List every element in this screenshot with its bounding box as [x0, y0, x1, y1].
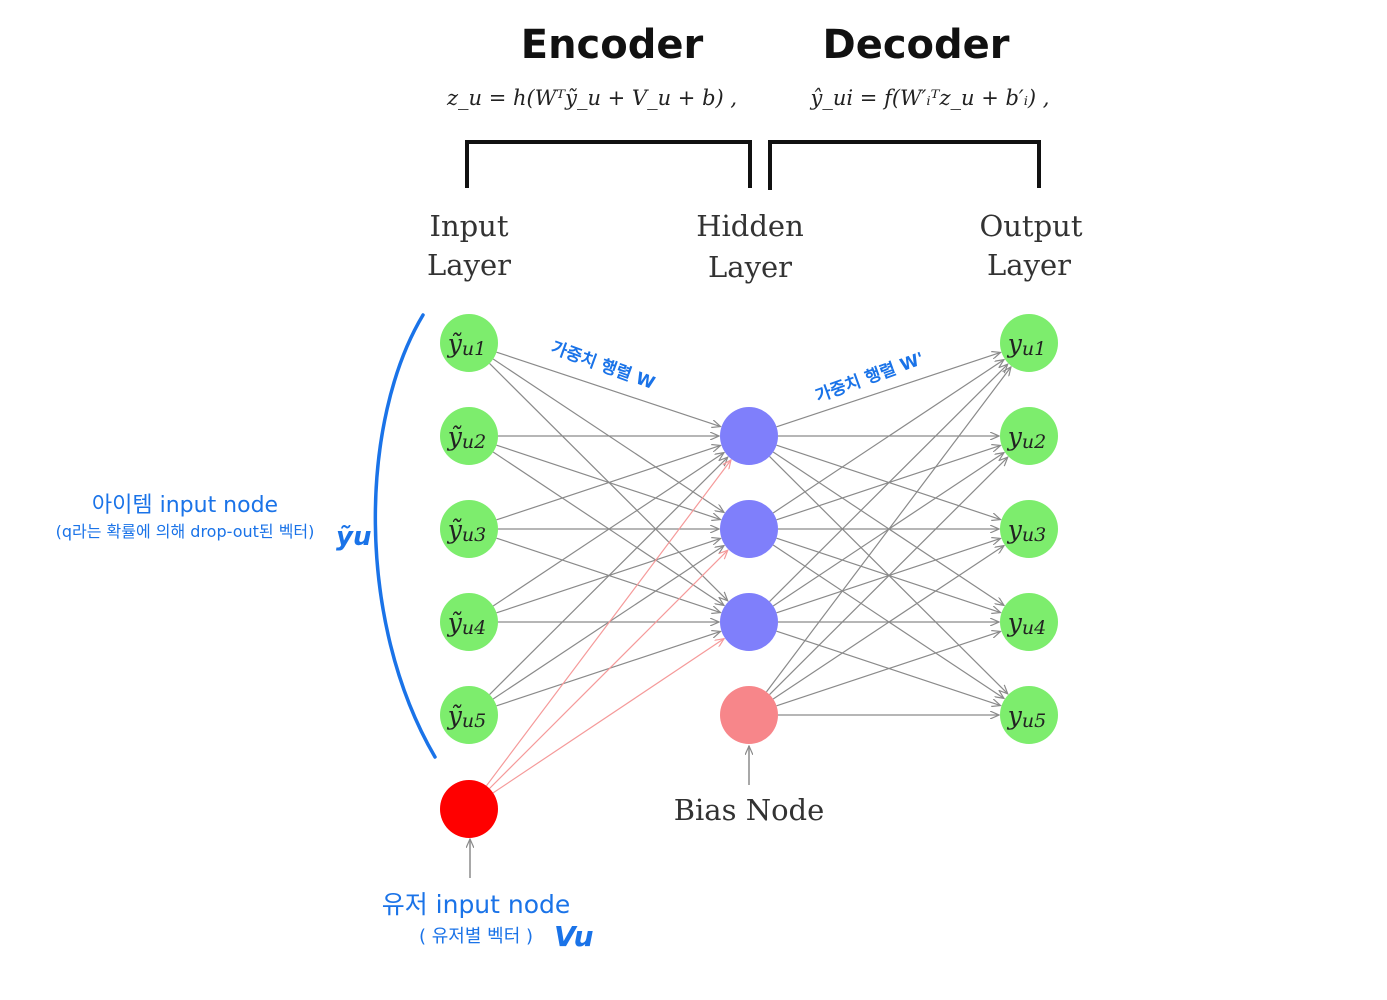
hidden-node: [720, 500, 778, 558]
output-layer-label-line2: Layer: [987, 248, 1071, 282]
hidden-node: [720, 407, 778, 465]
output-node-label: yu3: [1007, 515, 1046, 546]
output-node-label: yu4: [1007, 608, 1046, 639]
edge-hidden-output: [772, 546, 1004, 700]
input-node: [440, 314, 498, 372]
item-input-symbol: ỹu: [336, 522, 371, 552]
user-input-subtitle: ( 유저별 벡터 ): [419, 926, 533, 947]
item-input-title: 아이템 input node: [92, 493, 278, 518]
decoder-formula: ŷ_ui = f(W′ᵢᵀz_u + b′ᵢ) ,: [810, 86, 1050, 110]
user-input-node: [440, 780, 498, 838]
input-node-label: ỹu2: [447, 422, 486, 453]
input-node: [440, 686, 498, 744]
input-layer-label: Input Layer: [427, 209, 511, 282]
item-input-subtitle: (q라는 확률에 의해 drop-out된 벡터): [56, 522, 315, 541]
network-nodes: ỹu1 ỹu2 ỹu3 ỹu4 ỹu5 yu1 yu2 yu3 yu4 yu5: [440, 314, 1058, 838]
hidden-layer-label-line1: Hidden: [696, 209, 804, 243]
edge-hidden-output: [776, 352, 1001, 428]
output-layer-label-line1: Output: [979, 209, 1082, 243]
edge-input-hidden: [496, 445, 721, 521]
output-node: [1000, 593, 1058, 651]
output-node: [1000, 500, 1058, 558]
weight-w-label: 가중치 행렬 W: [548, 337, 658, 394]
decoder-title: Decoder: [822, 22, 1009, 68]
network-edges: [485, 351, 1011, 794]
bias-node-label: Bias Node: [674, 793, 825, 827]
input-node: [440, 500, 498, 558]
input-node-label: ỹu3: [447, 515, 486, 546]
output-node-label: yu1: [1007, 329, 1046, 360]
output-node-label: yu2: [1007, 422, 1046, 453]
edge-input-hidden: [492, 453, 724, 607]
output-node: [1000, 314, 1058, 372]
encoder-formula: z_u = h(Wᵀỹ_u + V_u + b) ,: [446, 86, 737, 110]
hidden-layer-label-line2: Layer: [708, 250, 792, 284]
input-node: [440, 407, 498, 465]
encoder-title: Encoder: [521, 22, 704, 68]
hidden-layer-label: Hidden Layer: [696, 209, 804, 284]
output-layer-label: Output Layer: [979, 209, 1082, 282]
hidden-node: [720, 593, 778, 651]
bias-node: [720, 686, 778, 744]
user-input-symbol: Vu: [554, 920, 594, 953]
output-node: [1000, 686, 1058, 744]
item-input-brace: [373, 313, 437, 759]
edge-user-hidden: [492, 639, 724, 794]
decoder-bracket: [768, 140, 1041, 190]
edge-hidden-output: [769, 457, 1008, 695]
edge-user-hidden: [489, 550, 728, 789]
edge-hidden-output: [776, 631, 1001, 707]
user-input-title: 유저 input node: [382, 890, 571, 919]
encoder-bracket: [465, 140, 752, 188]
input-layer-label-line2: Layer: [427, 248, 511, 282]
input-node-label: ỹu4: [447, 608, 486, 639]
input-layer-label-line1: Input: [429, 209, 508, 243]
edge-hidden-output: [765, 367, 1011, 693]
input-node: [440, 593, 498, 651]
output-node: [1000, 407, 1058, 465]
edge-user-hidden: [485, 460, 731, 787]
edge-input-hidden: [496, 351, 721, 426]
edge-hidden-output: [772, 360, 1004, 514]
input-node-label: ỹu1: [447, 329, 486, 360]
output-node-label: yu5: [1007, 701, 1046, 732]
edge-hidden-output: [769, 364, 1008, 602]
input-node-label: ỹu5: [447, 701, 486, 732]
edge-input-hidden: [489, 457, 728, 695]
weight-w-prime-label: 가중치 행렬 W': [813, 348, 927, 407]
